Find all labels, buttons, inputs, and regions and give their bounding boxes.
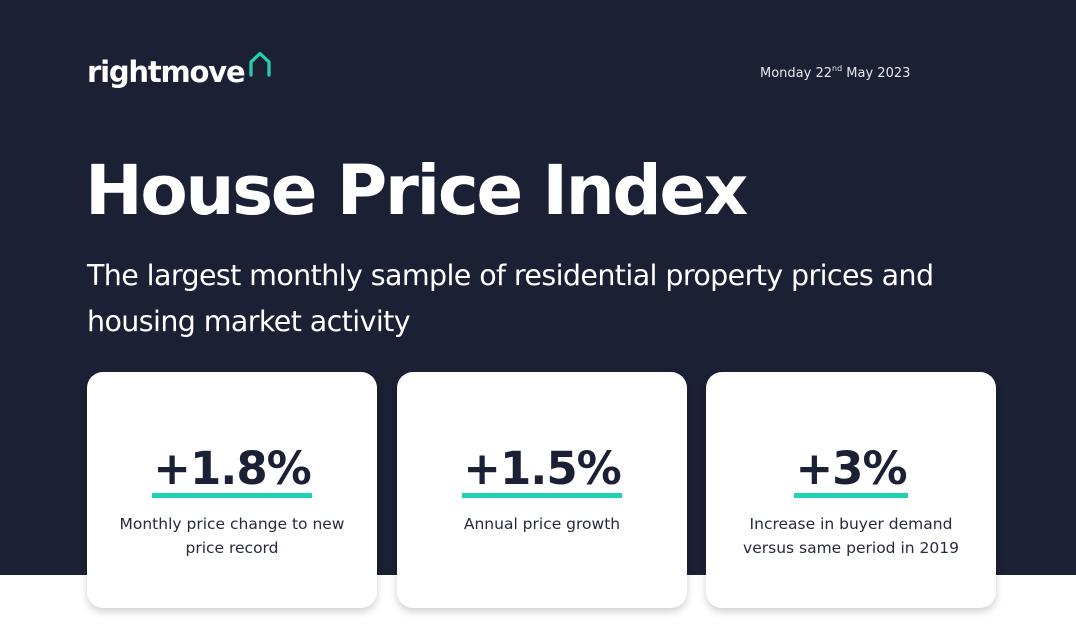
stat-value: +1.8%	[152, 445, 312, 498]
page-title: House Price Index	[85, 151, 748, 231]
stat-value: +3%	[794, 445, 908, 498]
rightmove-logo[interactable]: rightmove	[87, 50, 273, 90]
date-rest: May 2023	[842, 66, 911, 81]
stat-card-annual-growth: +1.5% Annual price growth	[397, 372, 687, 608]
logo-wordmark: rightmove	[87, 55, 246, 89]
publication-date: Monday 22nd May 2023	[760, 64, 911, 82]
stat-description: Annual price growth	[463, 515, 621, 533]
date-ordinal-suffix: nd	[832, 64, 843, 73]
date-prefix: Monday 22	[760, 66, 832, 81]
page-subtitle: The largest monthly sample of residentia…	[87, 259, 934, 338]
house-outline-icon	[249, 51, 272, 77]
stat-description: Monthly price change to new price record	[119, 515, 345, 557]
stat-value: +1.5%	[462, 445, 622, 498]
stat-description: Increase in buyer demand versus same per…	[743, 515, 959, 557]
stat-card-buyer-demand: +3% Increase in buyer demand versus same…	[706, 372, 996, 608]
stat-card-monthly-change: +1.8% Monthly price change to new price …	[87, 372, 377, 608]
